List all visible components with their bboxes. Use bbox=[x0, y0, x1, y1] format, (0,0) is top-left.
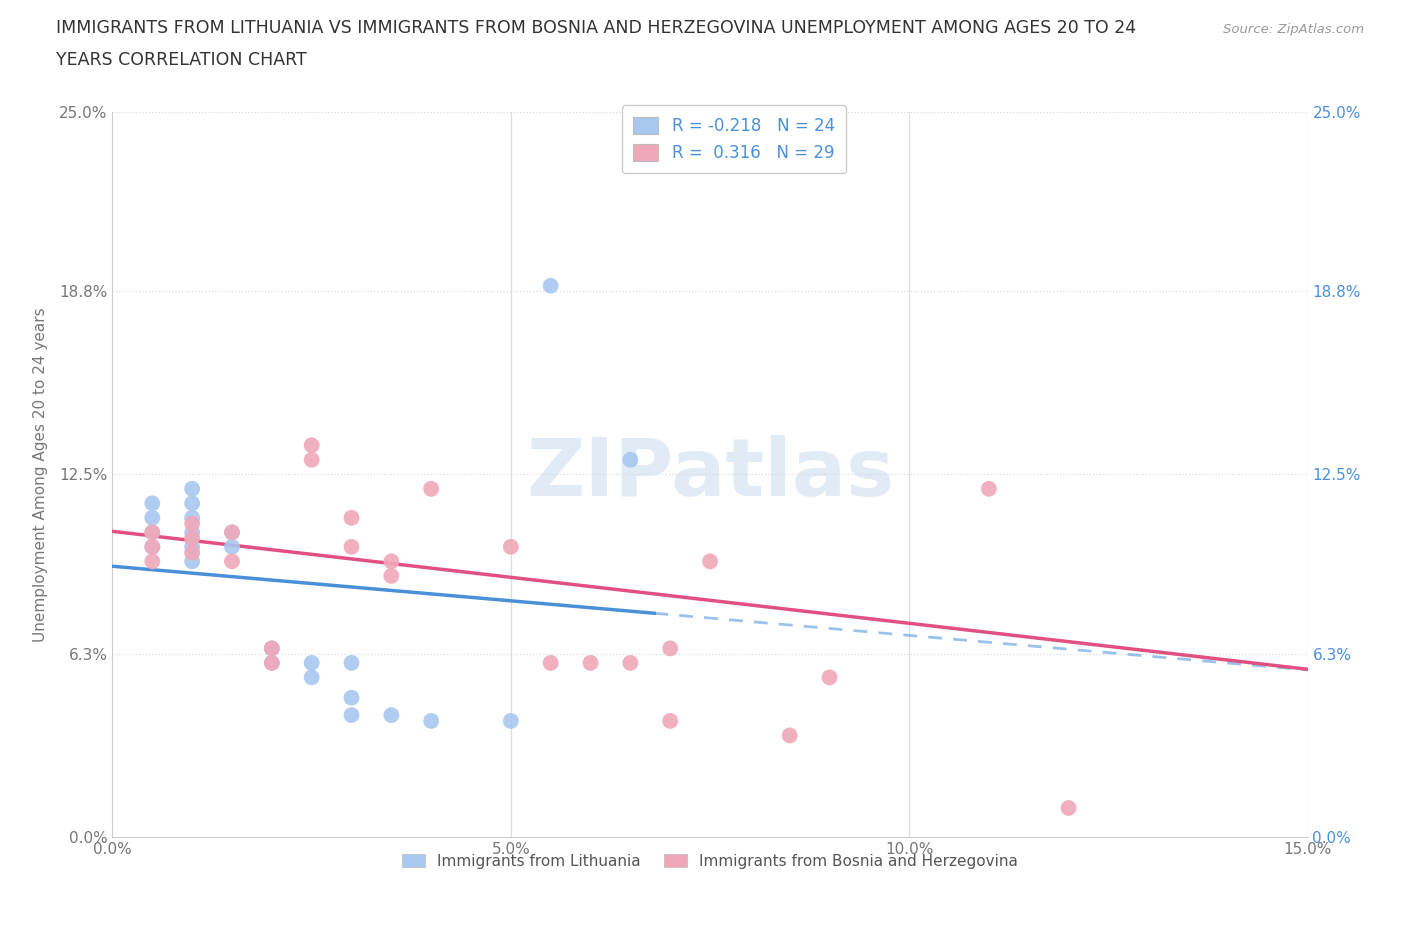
Y-axis label: Unemployment Among Ages 20 to 24 years: Unemployment Among Ages 20 to 24 years bbox=[34, 307, 48, 642]
Point bbox=[181, 539, 204, 554]
Point bbox=[340, 656, 363, 671]
Point bbox=[340, 539, 363, 554]
Point bbox=[420, 482, 443, 497]
Legend: Immigrants from Lithuania, Immigrants from Bosnia and Herzegovina: Immigrants from Lithuania, Immigrants fr… bbox=[395, 846, 1025, 876]
Point bbox=[301, 670, 323, 684]
Point bbox=[221, 539, 243, 554]
Point bbox=[340, 708, 363, 723]
Point bbox=[181, 531, 204, 546]
Text: YEARS CORRELATION CHART: YEARS CORRELATION CHART bbox=[56, 51, 307, 69]
Point bbox=[260, 641, 283, 656]
Point bbox=[540, 656, 562, 671]
Point bbox=[141, 539, 163, 554]
Point bbox=[141, 511, 163, 525]
Point bbox=[141, 554, 163, 569]
Point bbox=[221, 554, 243, 569]
Point bbox=[977, 482, 1000, 497]
Point bbox=[181, 511, 204, 525]
Point bbox=[141, 525, 163, 539]
Point bbox=[181, 545, 204, 560]
Point bbox=[221, 525, 243, 539]
Point bbox=[420, 713, 443, 728]
Text: IMMIGRANTS FROM LITHUANIA VS IMMIGRANTS FROM BOSNIA AND HERZEGOVINA UNEMPLOYMENT: IMMIGRANTS FROM LITHUANIA VS IMMIGRANTS … bbox=[56, 19, 1136, 36]
Point bbox=[380, 568, 402, 583]
Text: ZIPatlas: ZIPatlas bbox=[526, 435, 894, 513]
Point bbox=[779, 728, 801, 743]
Point bbox=[380, 554, 402, 569]
Point bbox=[181, 496, 204, 511]
Point bbox=[260, 641, 283, 656]
Point bbox=[181, 554, 204, 569]
Point bbox=[699, 554, 721, 569]
Point bbox=[380, 708, 402, 723]
Text: Source: ZipAtlas.com: Source: ZipAtlas.com bbox=[1223, 23, 1364, 36]
Point bbox=[260, 656, 283, 671]
Point bbox=[141, 496, 163, 511]
Point bbox=[181, 525, 204, 539]
Point bbox=[181, 482, 204, 497]
Point bbox=[141, 539, 163, 554]
Point bbox=[1057, 801, 1080, 816]
Point bbox=[340, 511, 363, 525]
Point bbox=[301, 452, 323, 467]
Point bbox=[738, 133, 761, 148]
Point bbox=[619, 452, 641, 467]
Point bbox=[499, 539, 522, 554]
Point bbox=[579, 656, 602, 671]
Point bbox=[499, 713, 522, 728]
Point bbox=[221, 525, 243, 539]
Point bbox=[540, 278, 562, 293]
Point bbox=[141, 525, 163, 539]
Point bbox=[818, 670, 841, 684]
Point bbox=[659, 641, 682, 656]
Point bbox=[659, 713, 682, 728]
Point bbox=[619, 656, 641, 671]
Point bbox=[301, 438, 323, 453]
Point bbox=[301, 656, 323, 671]
Point bbox=[340, 690, 363, 705]
Point bbox=[181, 516, 204, 531]
Point bbox=[260, 656, 283, 671]
